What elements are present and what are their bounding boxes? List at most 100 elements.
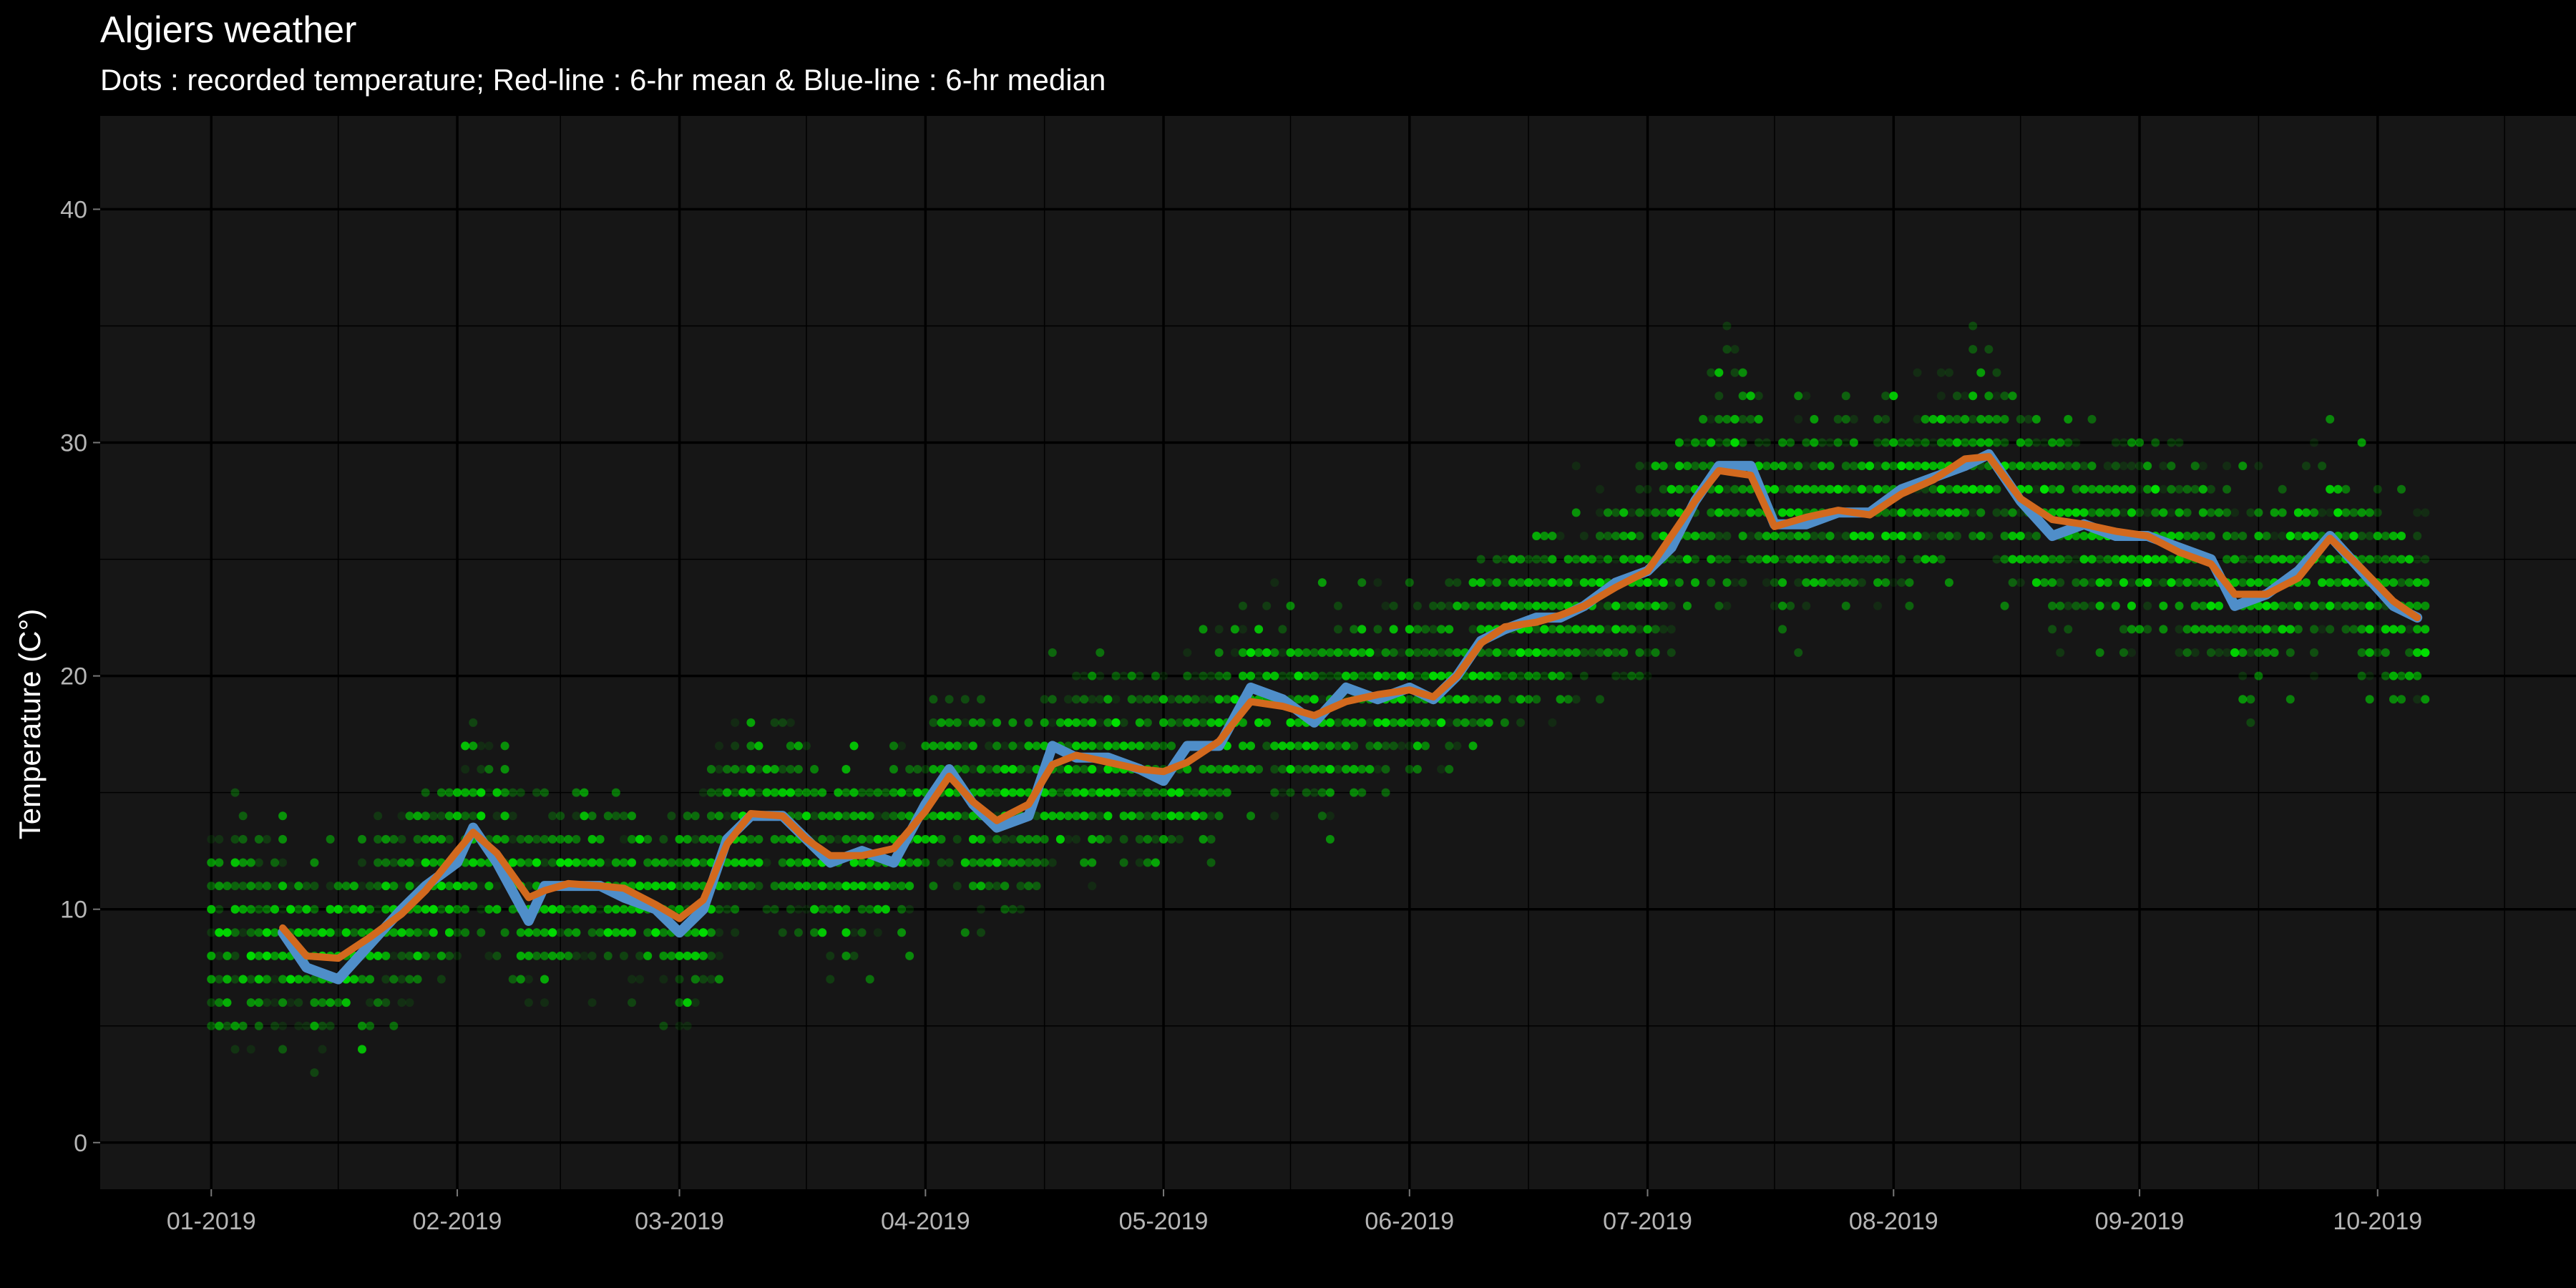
temperature-dot: [929, 695, 938, 704]
temperature-dot: [1682, 484, 1692, 494]
temperature-dot: [1055, 834, 1065, 844]
temperature-dot: [905, 788, 914, 797]
temperature-dot: [215, 858, 224, 867]
temperature-dot: [1429, 671, 1438, 680]
temperature-dot: [2175, 531, 2184, 540]
temperature-dot: [1786, 484, 1795, 494]
temperature-dot: [294, 904, 303, 914]
temperature-dot: [230, 858, 240, 867]
temperature-dot: [1048, 718, 1057, 727]
temperature-dot: [1484, 648, 1493, 657]
temperature-dot: [683, 882, 692, 891]
temperature-dot: [318, 1045, 327, 1054]
temperature-dot: [754, 882, 763, 891]
temperature-dot: [937, 741, 946, 751]
temperature-dot: [1730, 345, 1740, 354]
temperature-dot: [1016, 788, 1025, 797]
temperature-dot: [1841, 578, 1850, 587]
temperature-dot: [453, 904, 462, 914]
temperature-dot: [865, 834, 874, 844]
temperature-dot: [691, 951, 700, 960]
temperature-dot: [1595, 648, 1604, 657]
temperature-dot: [1778, 508, 1787, 517]
temperature-dot: [913, 858, 922, 867]
temperature-dot: [1556, 625, 1565, 634]
temperature-dot: [1460, 601, 1470, 610]
temperature-dot: [413, 811, 422, 821]
temperature-dot: [873, 834, 882, 844]
temperature-dot: [1350, 741, 1359, 751]
temperature-dot: [2072, 462, 2081, 471]
temperature-dot: [1072, 811, 1081, 821]
temperature-dot: [643, 834, 653, 844]
temperature-dot: [532, 858, 541, 867]
temperature-dot: [540, 904, 550, 914]
temperature-dot: [580, 811, 589, 821]
temperature-dot: [230, 1021, 240, 1030]
temperature-dot: [810, 765, 819, 774]
temperature-dot: [1199, 671, 1208, 680]
temperature-dot: [1294, 648, 1303, 657]
temperature-dot: [643, 858, 653, 867]
temperature-dot: [960, 718, 970, 727]
temperature-dot: [1492, 648, 1501, 657]
temperature-dot: [1722, 531, 1732, 540]
temperature-dot: [1825, 462, 1835, 471]
temperature-dot: [262, 951, 271, 960]
temperature-dot: [294, 928, 303, 937]
temperature-dot: [556, 904, 565, 914]
temperature-dot: [1516, 718, 1526, 727]
temperature-dot: [444, 882, 454, 891]
temperature-dot: [921, 858, 930, 867]
temperature-dot: [731, 811, 740, 821]
temperature-dot: [381, 834, 391, 844]
temperature-dot: [1055, 718, 1065, 727]
temperature-dot: [1437, 625, 1446, 634]
temperature-dot: [1818, 555, 1827, 564]
temperature-dot: [2135, 578, 2145, 587]
temperature-dot: [801, 882, 811, 891]
temperature-dot: [1373, 578, 1382, 587]
temperature-dot: [1072, 741, 1081, 751]
temperature-dot: [1191, 671, 1200, 680]
temperature-dot: [1968, 531, 1978, 540]
temperature-dot: [286, 975, 296, 984]
temperature-dot: [357, 928, 366, 937]
temperature-dot: [1730, 578, 1740, 587]
temperature-dot: [318, 928, 327, 937]
temperature-dot: [1072, 765, 1081, 774]
temperature-dot: [1651, 462, 1660, 471]
temperature-dot: [1389, 625, 1398, 634]
temperature-dot: [834, 788, 843, 797]
temperature-dot: [968, 882, 977, 891]
temperature-dot: [1302, 788, 1311, 797]
temperature-dot: [429, 834, 438, 844]
temperature-dot: [1096, 788, 1105, 797]
temperature-dot: [1309, 671, 1319, 680]
temperature-dot: [992, 882, 1002, 891]
temperature-dot: [1143, 718, 1152, 727]
temperature-dot: [413, 858, 422, 867]
temperature-dot: [484, 765, 494, 774]
temperature-dot: [905, 811, 914, 821]
temperature-dot: [572, 811, 581, 821]
temperature-dot: [1206, 788, 1216, 797]
temperature-dot: [294, 882, 303, 891]
temperature-dot: [683, 811, 692, 821]
temperature-dot: [246, 998, 255, 1008]
temperature-dot: [587, 858, 597, 867]
temperature-dot: [794, 741, 803, 751]
temperature-dot: [770, 765, 779, 774]
temperature-dot: [1143, 811, 1152, 821]
temperature-dot: [1278, 788, 1287, 797]
temperature-dot: [429, 834, 438, 844]
temperature-dot: [238, 928, 248, 937]
temperature-dot: [1397, 671, 1406, 680]
temperature-dot: [572, 834, 581, 844]
temperature-dot: [834, 834, 843, 844]
temperature-dot: [968, 765, 977, 774]
temperature-dot: [278, 951, 288, 960]
temperature-dot: [1199, 695, 1208, 704]
temperature-dot: [2159, 508, 2168, 517]
temperature-dot: [389, 928, 399, 937]
